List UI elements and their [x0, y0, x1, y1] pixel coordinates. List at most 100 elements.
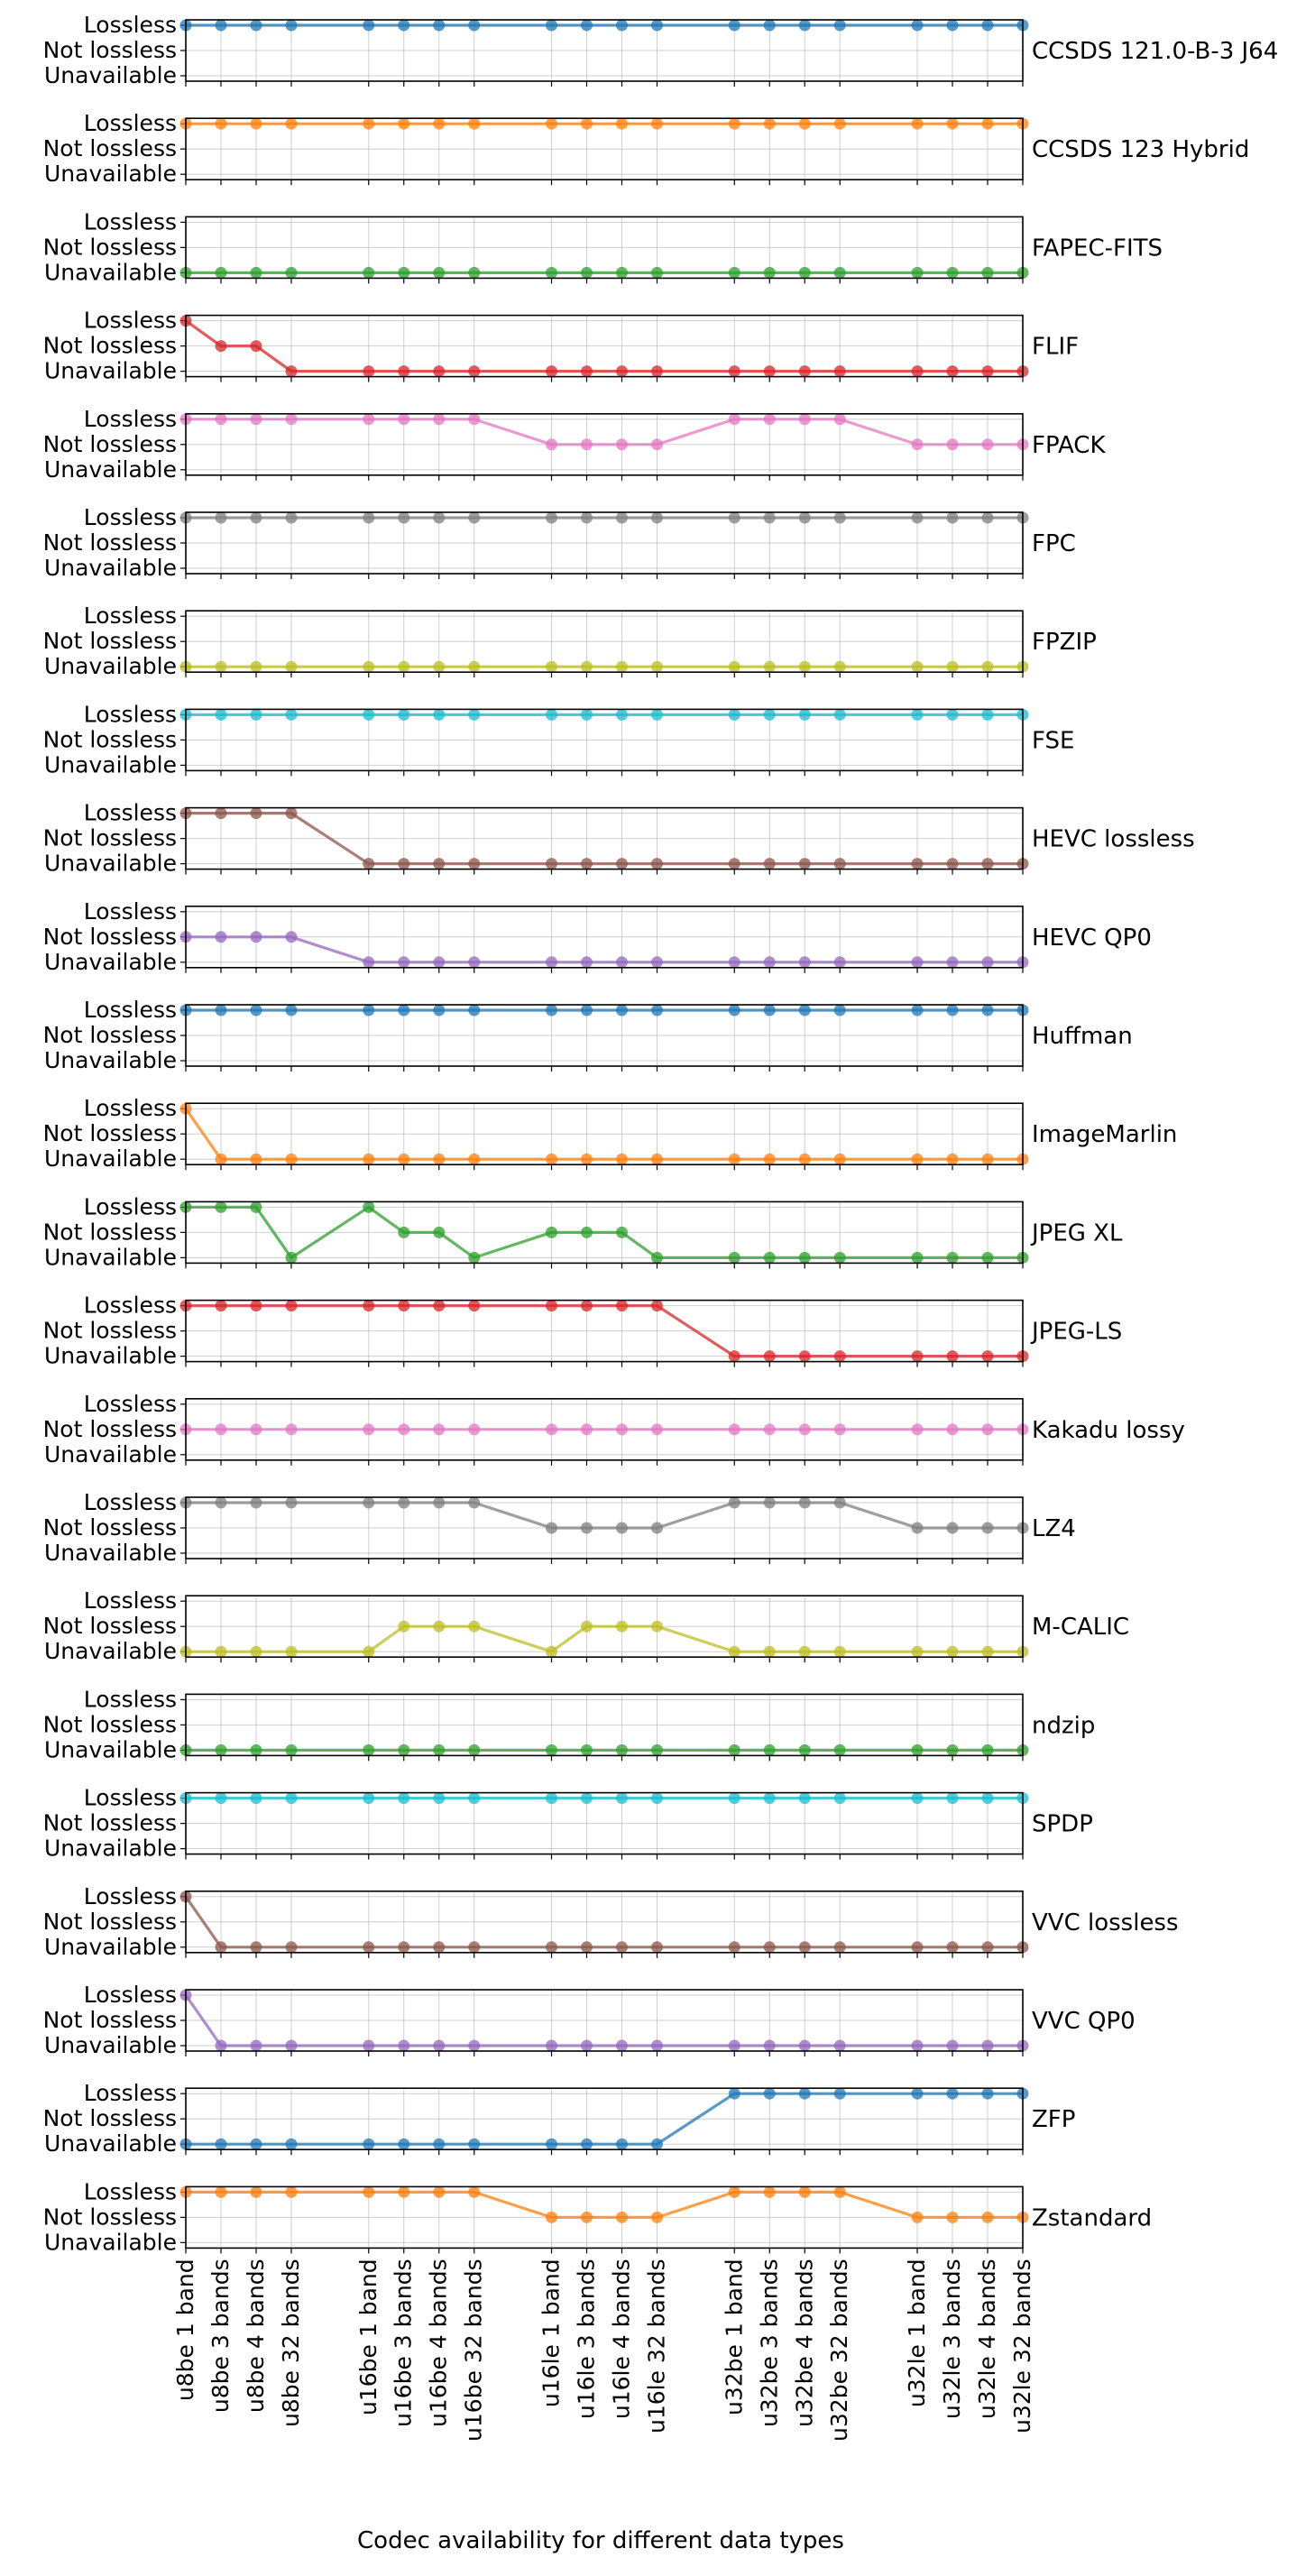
- data-point: [433, 1423, 446, 1436]
- data-point: [285, 931, 298, 943]
- data-point: [546, 956, 558, 969]
- data-point: [398, 1153, 410, 1165]
- data-point: [763, 1350, 776, 1363]
- y-tick-label: Not lossless: [43, 726, 177, 752]
- y-tick-label: Unavailable: [44, 1145, 177, 1172]
- data-point: [728, 266, 740, 279]
- data-point: [285, 2039, 298, 2052]
- data-point: [981, 1522, 994, 1534]
- data-point: [581, 1423, 593, 1436]
- data-point: [763, 511, 776, 524]
- data-point: [728, 1645, 740, 1658]
- data-point: [433, 1620, 446, 1633]
- data-point: [285, 19, 298, 32]
- series-line: [184, 1994, 1023, 2047]
- data-point: [250, 340, 262, 353]
- data-point: [581, 19, 593, 32]
- data-point: [433, 19, 446, 32]
- x-tick-label: u16be 3 bands: [391, 2259, 417, 2427]
- series-line: [186, 2092, 1023, 2146]
- data-point: [946, 1522, 959, 1534]
- data-point: [215, 2039, 227, 2052]
- codec-name-label: VVC lossless: [1032, 1909, 1179, 1937]
- data-point: [650, 858, 663, 870]
- data-point: [215, 1792, 227, 1805]
- data-point: [433, 2185, 446, 2198]
- data-point: [285, 511, 298, 524]
- data-point: [615, 1004, 628, 1017]
- data-point: [615, 438, 628, 451]
- data-point: [615, 1792, 628, 1805]
- data-point: [468, 413, 481, 426]
- data-point: [833, 1496, 846, 1509]
- data-point: [363, 1743, 375, 1756]
- data-point: [215, 660, 227, 673]
- data-point: [546, 1941, 558, 1954]
- data-point: [468, 2138, 481, 2150]
- data-point: [250, 511, 262, 524]
- data-point: [798, 511, 811, 524]
- data-point: [285, 660, 298, 673]
- y-tick-label: Lossless: [84, 603, 177, 629]
- y-tick-label: Unavailable: [44, 2032, 177, 2058]
- data-point: [911, 660, 924, 673]
- data-point: [763, 956, 776, 969]
- codec-name-label: FPACK: [1032, 432, 1106, 459]
- data-point: [433, 1004, 446, 1017]
- data-point: [398, 2039, 410, 2052]
- data-point: [833, 2185, 846, 2198]
- y-tick-label: Not lossless: [43, 1810, 177, 1836]
- data-point: [833, 19, 846, 32]
- panel-frame: [185, 1595, 1024, 1658]
- data-point: [546, 266, 558, 279]
- data-point: [581, 266, 593, 279]
- y-tick-label: Not lossless: [43, 1120, 177, 1146]
- panel-frame: [185, 708, 1024, 772]
- data-point: [728, 1004, 740, 1017]
- codec-name-label: HEVC lossless: [1032, 826, 1195, 853]
- data-point: [546, 1423, 558, 1436]
- y-tick-label: Unavailable: [44, 1638, 177, 1664]
- panel-frame: [185, 19, 1024, 82]
- codec-name-label: FLIF: [1032, 334, 1079, 361]
- data-point: [433, 1792, 446, 1805]
- panel-frame: [185, 806, 1024, 870]
- data-point: [798, 2039, 811, 2052]
- data-point: [728, 2087, 740, 2100]
- data-point: [798, 365, 811, 378]
- data-point: [763, 1004, 776, 1017]
- data-point: [398, 1004, 410, 1017]
- data-point: [650, 19, 663, 32]
- data-point: [433, 708, 446, 721]
- codec-name-label: LZ4: [1032, 1515, 1076, 1542]
- data-point: [433, 956, 446, 969]
- data-point: [981, 660, 994, 673]
- codec-name-label: SPDP: [1032, 1811, 1093, 1838]
- data-point: [546, 1522, 558, 1534]
- data-point: [763, 660, 776, 673]
- data-point: [468, 660, 481, 673]
- data-point: [981, 1743, 994, 1756]
- data-point: [433, 1941, 446, 1954]
- x-tick-label: u32le 32 bands: [1009, 2259, 1035, 2433]
- data-point: [728, 1743, 740, 1756]
- data-point: [798, 1743, 811, 1756]
- data-point: [215, 1201, 227, 1213]
- data-point: [215, 931, 227, 943]
- x-tick-label: u32be 32 bands: [826, 2259, 852, 2442]
- codec-name-label: Kakadu lossy: [1032, 1417, 1185, 1444]
- series-line: [184, 1895, 1023, 1949]
- data-point: [215, 1153, 227, 1165]
- data-point: [363, 2039, 375, 2052]
- data-point: [981, 2211, 994, 2223]
- data-point: [833, 708, 846, 721]
- series-line: [186, 811, 1023, 866]
- data-point: [285, 1743, 298, 1756]
- data-point: [250, 1496, 262, 1509]
